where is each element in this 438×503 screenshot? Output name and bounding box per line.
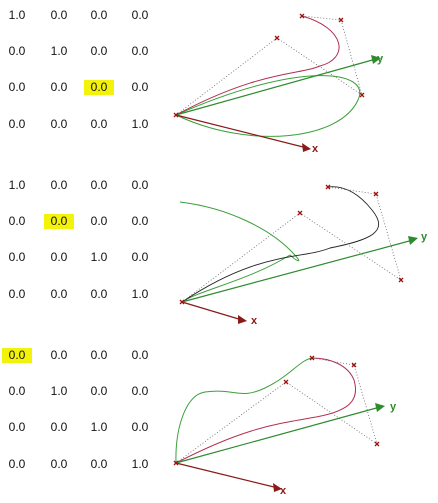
matrix-cell: 0.0 xyxy=(131,44,149,58)
control-point[interactable] xyxy=(351,362,357,368)
y-arrowhead xyxy=(371,55,381,64)
matrix-cell: 0.0 xyxy=(131,348,149,362)
x-axis xyxy=(181,301,243,321)
projected-curve xyxy=(175,75,361,137)
control-point[interactable] xyxy=(398,277,404,283)
matrix-cell: 0.0 xyxy=(131,80,149,94)
matrix-cell: 0.0 xyxy=(8,214,26,228)
matrix-cell: 0.0 xyxy=(50,8,68,22)
bezier-curve xyxy=(175,357,356,464)
panel-2: 1.0 0.0 0.0 0.0 0.0 0.0 0.0 0.0 0.0 0.0 … xyxy=(0,170,438,335)
y-arrowhead xyxy=(375,403,385,412)
matrix-cell: 1.0 xyxy=(90,420,108,434)
control-points xyxy=(179,184,404,305)
control-point[interactable] xyxy=(309,355,315,361)
curve-diagram-1: x y xyxy=(173,13,384,155)
matrix-cell: 0.0 xyxy=(131,178,149,192)
x-axis-label: x xyxy=(280,485,287,497)
matrix-cell: 0.0 xyxy=(90,287,108,301)
projected-curve xyxy=(179,201,300,303)
matrix-cell: 1.0 xyxy=(131,457,149,471)
control-hull xyxy=(181,186,402,303)
matrix-cell: 0.0 xyxy=(50,348,68,362)
matrix-cell-highlighted[interactable]: 0.0 xyxy=(2,348,32,363)
matrix-cell: 0.0 xyxy=(50,80,68,94)
matrix-cell: 0.0 xyxy=(8,250,26,264)
matrix-cell: 0.0 xyxy=(8,287,26,301)
matrix-cell: 0.0 xyxy=(90,178,108,192)
matrix-cell: 0.0 xyxy=(90,8,108,22)
matrix-cell: 0.0 xyxy=(50,178,68,192)
control-hull xyxy=(175,357,378,464)
control-point[interactable] xyxy=(374,441,380,447)
matrix-cell: 0.0 xyxy=(90,348,108,362)
y-axis-label: y xyxy=(377,53,384,65)
x-axis xyxy=(175,462,279,489)
x-arrowhead xyxy=(273,483,282,492)
matrix-cell: 0.0 xyxy=(90,214,108,228)
matrix-cell: 0.0 xyxy=(8,80,26,94)
control-point[interactable] xyxy=(274,35,280,41)
matrix-cell: 0.0 xyxy=(131,250,149,264)
control-point[interactable] xyxy=(359,92,365,98)
x-arrowhead xyxy=(302,143,311,152)
x-arrowhead xyxy=(238,315,247,324)
bezier-curve xyxy=(181,186,379,303)
control-points xyxy=(173,355,380,466)
y-axis-label: y xyxy=(390,401,397,413)
curve-diagram-3: x y xyxy=(173,355,397,497)
control-point[interactable] xyxy=(179,299,185,305)
matrix-cell: 1.0 xyxy=(50,384,68,398)
control-hull xyxy=(175,15,363,116)
x-axis xyxy=(175,114,308,149)
y-axis xyxy=(175,406,381,464)
matrix-cell-highlighted[interactable]: 0.0 xyxy=(44,214,74,229)
matrix-cell: 0.0 xyxy=(8,420,26,434)
control-point[interactable] xyxy=(325,184,331,190)
matrix-cell: 0.0 xyxy=(90,44,108,58)
control-point[interactable] xyxy=(299,13,305,19)
matrix-cell: 0.0 xyxy=(50,117,68,131)
control-point[interactable] xyxy=(283,379,289,385)
matrix-cell: 0.0 xyxy=(90,457,108,471)
matrix-cell: 0.0 xyxy=(50,287,68,301)
y-axis xyxy=(175,58,377,116)
control-point[interactable] xyxy=(173,112,179,118)
matrix-cell: 1.0 xyxy=(8,8,26,22)
y-axis-label: y xyxy=(421,231,428,243)
matrix-cell: 0.0 xyxy=(8,457,26,471)
matrix-cell: 1.0 xyxy=(131,287,149,301)
curve-diagram-2: x y xyxy=(179,184,428,327)
matrix-cell: 0.0 xyxy=(131,384,149,398)
matrix-cell: 0.0 xyxy=(131,214,149,228)
matrix-cell: 0.0 xyxy=(90,384,108,398)
matrix-cell: 0.0 xyxy=(131,8,149,22)
matrix-cell: 0.0 xyxy=(90,117,108,131)
y-arrowhead xyxy=(408,236,418,245)
matrix-cell: 0.0 xyxy=(8,44,26,58)
matrix-cell: 0.0 xyxy=(50,420,68,434)
projected-curve xyxy=(175,357,313,464)
control-point[interactable] xyxy=(338,17,344,23)
matrix-cell: 0.0 xyxy=(8,117,26,131)
matrix-cell: 0.0 xyxy=(8,384,26,398)
control-point[interactable] xyxy=(297,210,303,216)
panel-1: 1.0 0.0 0.0 0.0 0.0 1.0 0.0 0.0 0.0 0.0 … xyxy=(0,0,438,165)
y-axis xyxy=(181,239,414,303)
matrix-cell: 0.0 xyxy=(50,250,68,264)
bezier-curve xyxy=(175,15,340,116)
panel-3: 0.0 0.0 0.0 0.0 0.0 1.0 0.0 0.0 0.0 0.0 … xyxy=(0,340,438,503)
control-point[interactable] xyxy=(373,191,379,197)
matrix-cell: 0.0 xyxy=(131,420,149,434)
matrix-cell-highlighted[interactable]: 0.0 xyxy=(84,80,114,95)
matrix-cell: 1.0 xyxy=(131,117,149,131)
matrix-cell: 1.0 xyxy=(50,44,68,58)
control-point[interactable] xyxy=(173,460,179,466)
matrix-cell: 1.0 xyxy=(8,178,26,192)
x-axis-label: x xyxy=(251,315,258,327)
control-points xyxy=(173,13,365,118)
matrix-cell: 1.0 xyxy=(90,250,108,264)
matrix-cell: 0.0 xyxy=(50,457,68,471)
x-axis-label: x xyxy=(312,143,319,155)
